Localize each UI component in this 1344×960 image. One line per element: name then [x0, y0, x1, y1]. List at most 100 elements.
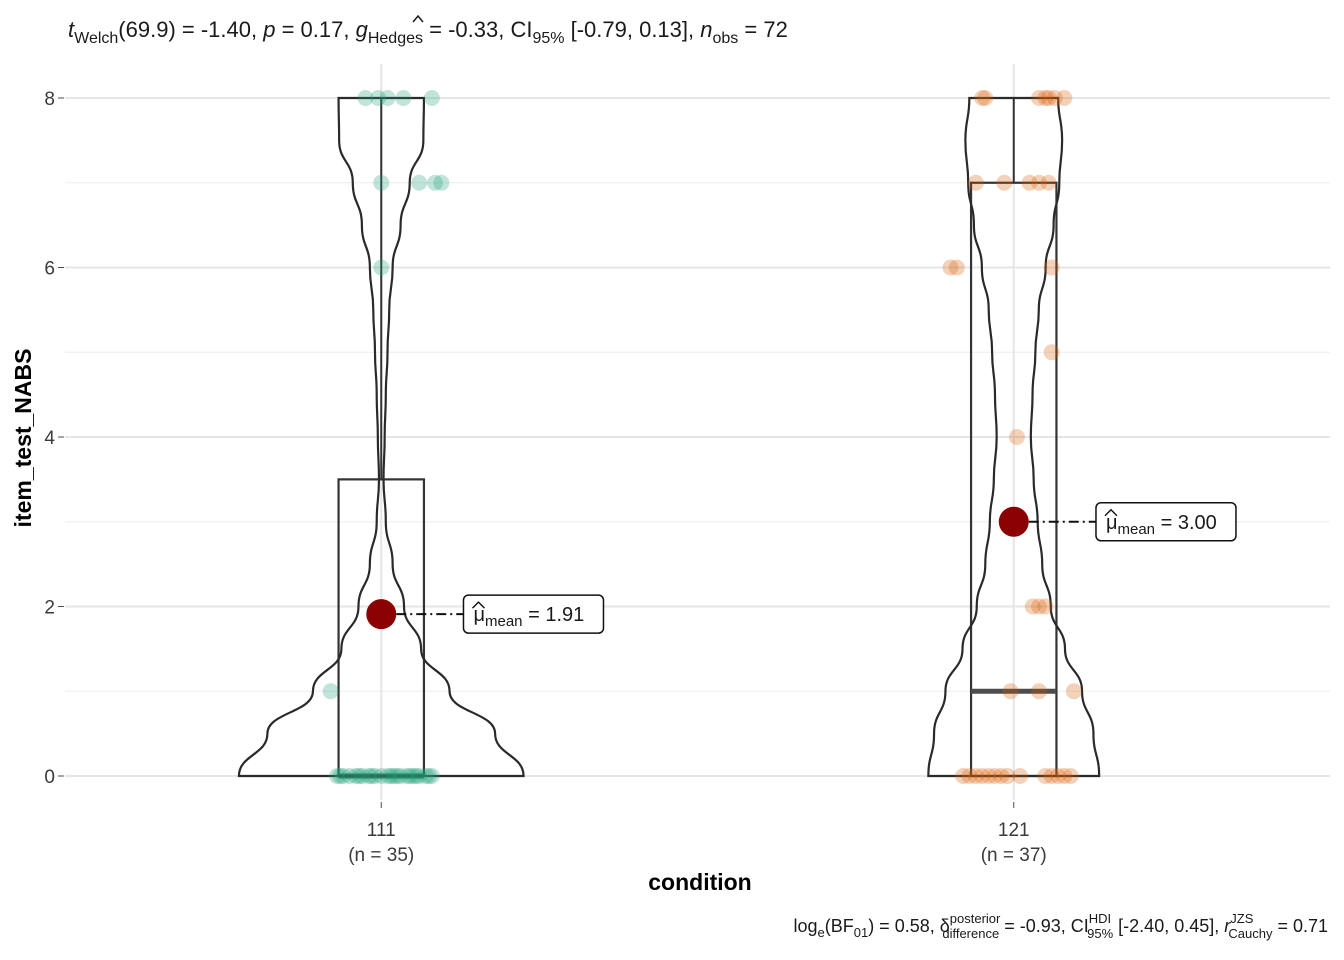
mean-point	[366, 599, 397, 630]
data-point	[420, 768, 437, 784]
data-point	[347, 768, 364, 784]
data-point	[398, 768, 415, 784]
data-point	[335, 768, 352, 784]
data-point	[351, 768, 368, 784]
caption-r-value: = 0.71	[1272, 916, 1328, 936]
data-point	[354, 768, 371, 784]
caption-delta-sup: posterior	[950, 911, 1001, 926]
data-point	[1021, 174, 1038, 191]
data-point	[1043, 259, 1060, 276]
mean-label-box	[462, 594, 605, 634]
caption-bf-value: ) = 0.58,	[868, 916, 940, 936]
data-point	[392, 768, 409, 784]
data-point	[1002, 683, 1019, 700]
x-tick-n-label: (n = 35)	[348, 845, 414, 866]
data-point	[1062, 768, 1079, 784]
data-point	[993, 768, 1010, 784]
data-point	[427, 174, 444, 191]
data-point	[1031, 598, 1048, 615]
data-point	[1040, 174, 1057, 191]
caption-r-symbol: r	[1224, 916, 1231, 936]
mean-hat	[1104, 508, 1118, 517]
data-point	[1056, 768, 1073, 784]
subtitle-p-value: = 0.17,	[275, 17, 355, 42]
grid	[65, 64, 1330, 800]
data-point	[1040, 90, 1057, 106]
data-point	[1037, 90, 1054, 106]
data-point	[1037, 768, 1054, 784]
data-point	[977, 90, 994, 106]
mean-sub: mean	[1118, 521, 1156, 538]
data-point	[999, 768, 1016, 784]
mean-label: μmean = 3.00	[1106, 512, 1217, 538]
x-axis-title: condition	[648, 869, 751, 895]
x-tick-label: 121	[998, 820, 1030, 841]
data-point	[357, 90, 374, 106]
x-tick-n-label: (n = 37)	[981, 845, 1047, 866]
data-point	[1031, 90, 1048, 106]
violin-outline	[237, 96, 525, 778]
data-point	[1037, 598, 1054, 615]
subtitle-t-symbol: t	[68, 17, 75, 42]
data-point	[974, 90, 991, 106]
subtitle-n-sub: obs	[712, 30, 738, 47]
caption-r-sup: JZS	[1230, 911, 1253, 926]
y-tick-label: 0	[44, 767, 55, 788]
data-point	[1056, 90, 1073, 106]
data-point	[986, 768, 1003, 784]
caption-delta-value: = -0.93, CI	[999, 916, 1089, 936]
data-point	[955, 768, 972, 784]
subtitle-g-symbol: g	[356, 17, 369, 42]
data-point	[942, 259, 959, 276]
data-point	[433, 174, 450, 191]
data-point	[341, 768, 358, 784]
subtitle-ci-value: [-0.79, 0.13],	[564, 17, 700, 42]
group-121: μmean = 3.00	[927, 90, 1237, 784]
data-point	[996, 174, 1013, 191]
data-point	[1043, 344, 1060, 361]
data-point	[411, 174, 428, 191]
caption-ci-value: [-2.40, 0.45],	[1113, 916, 1224, 936]
data-point	[967, 768, 984, 784]
caption-delta-sub: difference	[942, 926, 999, 941]
caption-bf: (BF	[825, 916, 854, 936]
data-point	[1065, 683, 1082, 700]
data-point	[360, 768, 377, 784]
data-point	[417, 768, 434, 784]
mean-point	[998, 506, 1029, 537]
data-point	[366, 768, 383, 784]
subtitle-t-sub: Welch	[74, 30, 118, 47]
mean-value: = 1.91	[523, 604, 585, 626]
mean-symbol: μ	[473, 604, 485, 626]
data-point	[395, 90, 412, 106]
caption-r-sub: Cauchy	[1228, 926, 1273, 941]
y-tick-label: 4	[44, 428, 55, 449]
y-axis: 0 2 4 6 8	[44, 89, 64, 788]
subtitle-n-symbol: n	[700, 17, 712, 42]
y-axis-title: item_test_NABS	[10, 349, 36, 528]
data-point	[967, 174, 984, 191]
data-point	[404, 768, 421, 784]
y-tick-label: 2	[44, 598, 55, 619]
data-point	[401, 768, 418, 784]
data-point	[1031, 683, 1048, 700]
data-point	[379, 90, 396, 106]
data-point	[373, 768, 390, 784]
mean-label-box	[1095, 502, 1237, 542]
caption-bf-sub: 01	[854, 925, 868, 940]
data-point	[389, 768, 406, 784]
mean-hat	[471, 601, 485, 609]
chart-caption: loge(BF01) = 0.58, δposterior difference …	[793, 911, 1328, 941]
data-point	[974, 768, 991, 784]
subtitle-g-hat	[412, 14, 424, 23]
data-point	[322, 683, 339, 700]
data-point	[370, 90, 387, 106]
mean-symbol: μ	[1106, 512, 1118, 534]
caption-log-sub: e	[817, 925, 824, 940]
subtitle-p-symbol: p	[262, 17, 275, 42]
mean-value: = 3.00	[1155, 512, 1217, 534]
data-point	[423, 90, 440, 106]
data-point	[328, 768, 345, 784]
data-point	[379, 768, 396, 784]
